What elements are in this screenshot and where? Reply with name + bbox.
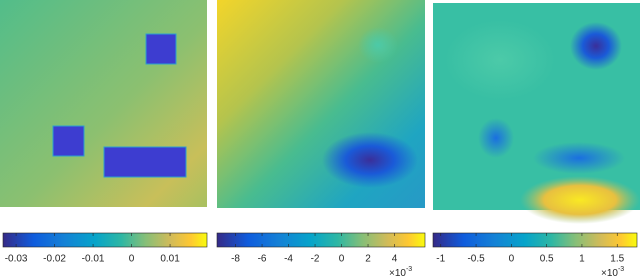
tick-label: -6 (258, 254, 267, 265)
tick-label: 0.01 (160, 254, 180, 265)
multiplier-power: -3 (618, 266, 624, 273)
tick-label: -8 (231, 254, 240, 265)
multiplier-base: ×10 (389, 268, 406, 279)
tick-label: -0.02 (43, 254, 66, 265)
tick-label: -1 (436, 254, 445, 265)
multiplier-power: -3 (406, 266, 412, 273)
tick-label: -2 (311, 254, 320, 265)
tick-label: 0 (129, 254, 135, 265)
tick-label: 4 (392, 254, 398, 265)
tick-label: 0 (339, 254, 345, 265)
tick-label: 0.5 (540, 254, 554, 265)
field (322, 132, 418, 188)
block (52, 125, 85, 157)
colorbar (216, 232, 426, 248)
panel-2 (217, 0, 425, 208)
colorbar (2, 232, 208, 248)
tick-label: -0.5 (467, 254, 485, 265)
tick-label: -0.03 (5, 254, 28, 265)
multiplier-base: ×10 (601, 268, 618, 279)
panel-3 (433, 3, 640, 224)
field (533, 142, 625, 174)
panel-1 (0, 0, 207, 207)
block (145, 33, 177, 65)
tick-label: -4 (284, 254, 293, 265)
field (478, 118, 514, 158)
tick-label: 1.5 (610, 254, 624, 265)
tick-label: -0.01 (82, 254, 105, 265)
field (520, 176, 640, 224)
tick-label: 0 (509, 254, 515, 265)
block (103, 146, 187, 178)
field (358, 27, 398, 63)
colorbar (432, 232, 638, 248)
field (445, 20, 555, 100)
tick-label: 2 (365, 254, 371, 265)
tick-label: 1 (579, 254, 585, 265)
field (570, 22, 622, 70)
multiplier: ×10-3 (389, 266, 412, 279)
multiplier: ×10-3 (601, 266, 624, 279)
